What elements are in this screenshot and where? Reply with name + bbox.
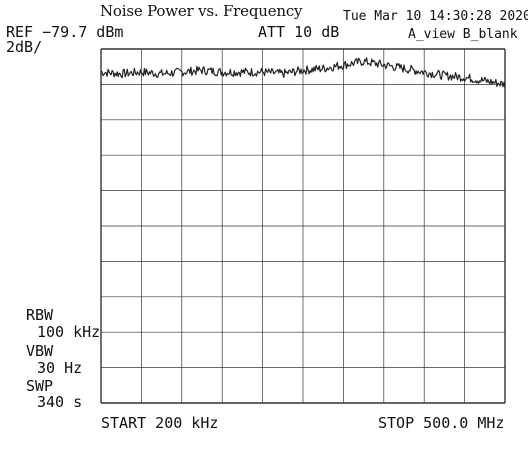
start-frequency: START 200 kHz bbox=[101, 414, 219, 432]
attenuation: ATT 10 dB bbox=[258, 23, 340, 41]
scale-per-division: 2dB/ bbox=[6, 38, 43, 56]
rbw-label: RBW bbox=[26, 306, 54, 324]
graticule-grid bbox=[100, 48, 506, 404]
chart-title: Noise Power vs. Frequency bbox=[100, 2, 303, 20]
vbw-value: 30 Hz bbox=[37, 359, 83, 377]
stop-frequency: STOP 500.0 MHz bbox=[378, 414, 505, 432]
swp-label: SWP bbox=[26, 377, 54, 395]
trace-mode: A_view B_blank bbox=[408, 27, 518, 42]
rbw-value: 100 kHz bbox=[37, 323, 101, 341]
noise-trace bbox=[100, 57, 506, 89]
swp-value: 340 s bbox=[37, 393, 83, 411]
vbw-label: VBW bbox=[26, 342, 54, 360]
timestamp: Tue Mar 10 14:30:28 2020 bbox=[343, 9, 528, 24]
reference-level: REF −79.7 dBm bbox=[6, 23, 124, 41]
